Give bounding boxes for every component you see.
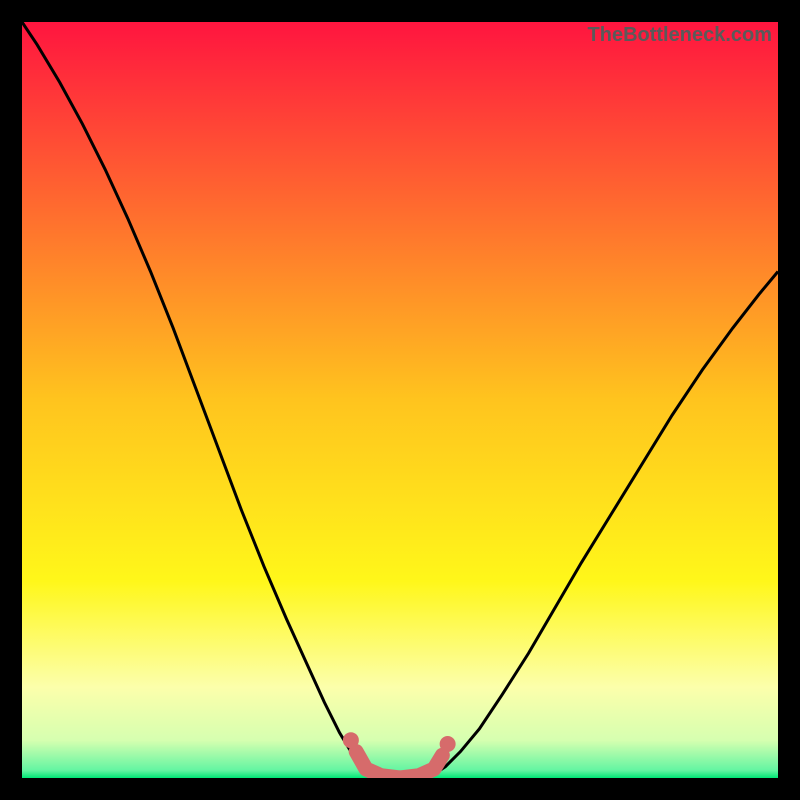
chart-frame: TheBottleneck.com — [0, 0, 800, 800]
plot-area: TheBottleneck.com — [22, 22, 778, 778]
chart-svg — [22, 22, 778, 778]
trough-dot — [440, 736, 456, 752]
curve-right — [434, 271, 778, 774]
trough-dot — [343, 732, 359, 748]
curve-left — [22, 22, 371, 774]
trough-line — [356, 752, 442, 778]
